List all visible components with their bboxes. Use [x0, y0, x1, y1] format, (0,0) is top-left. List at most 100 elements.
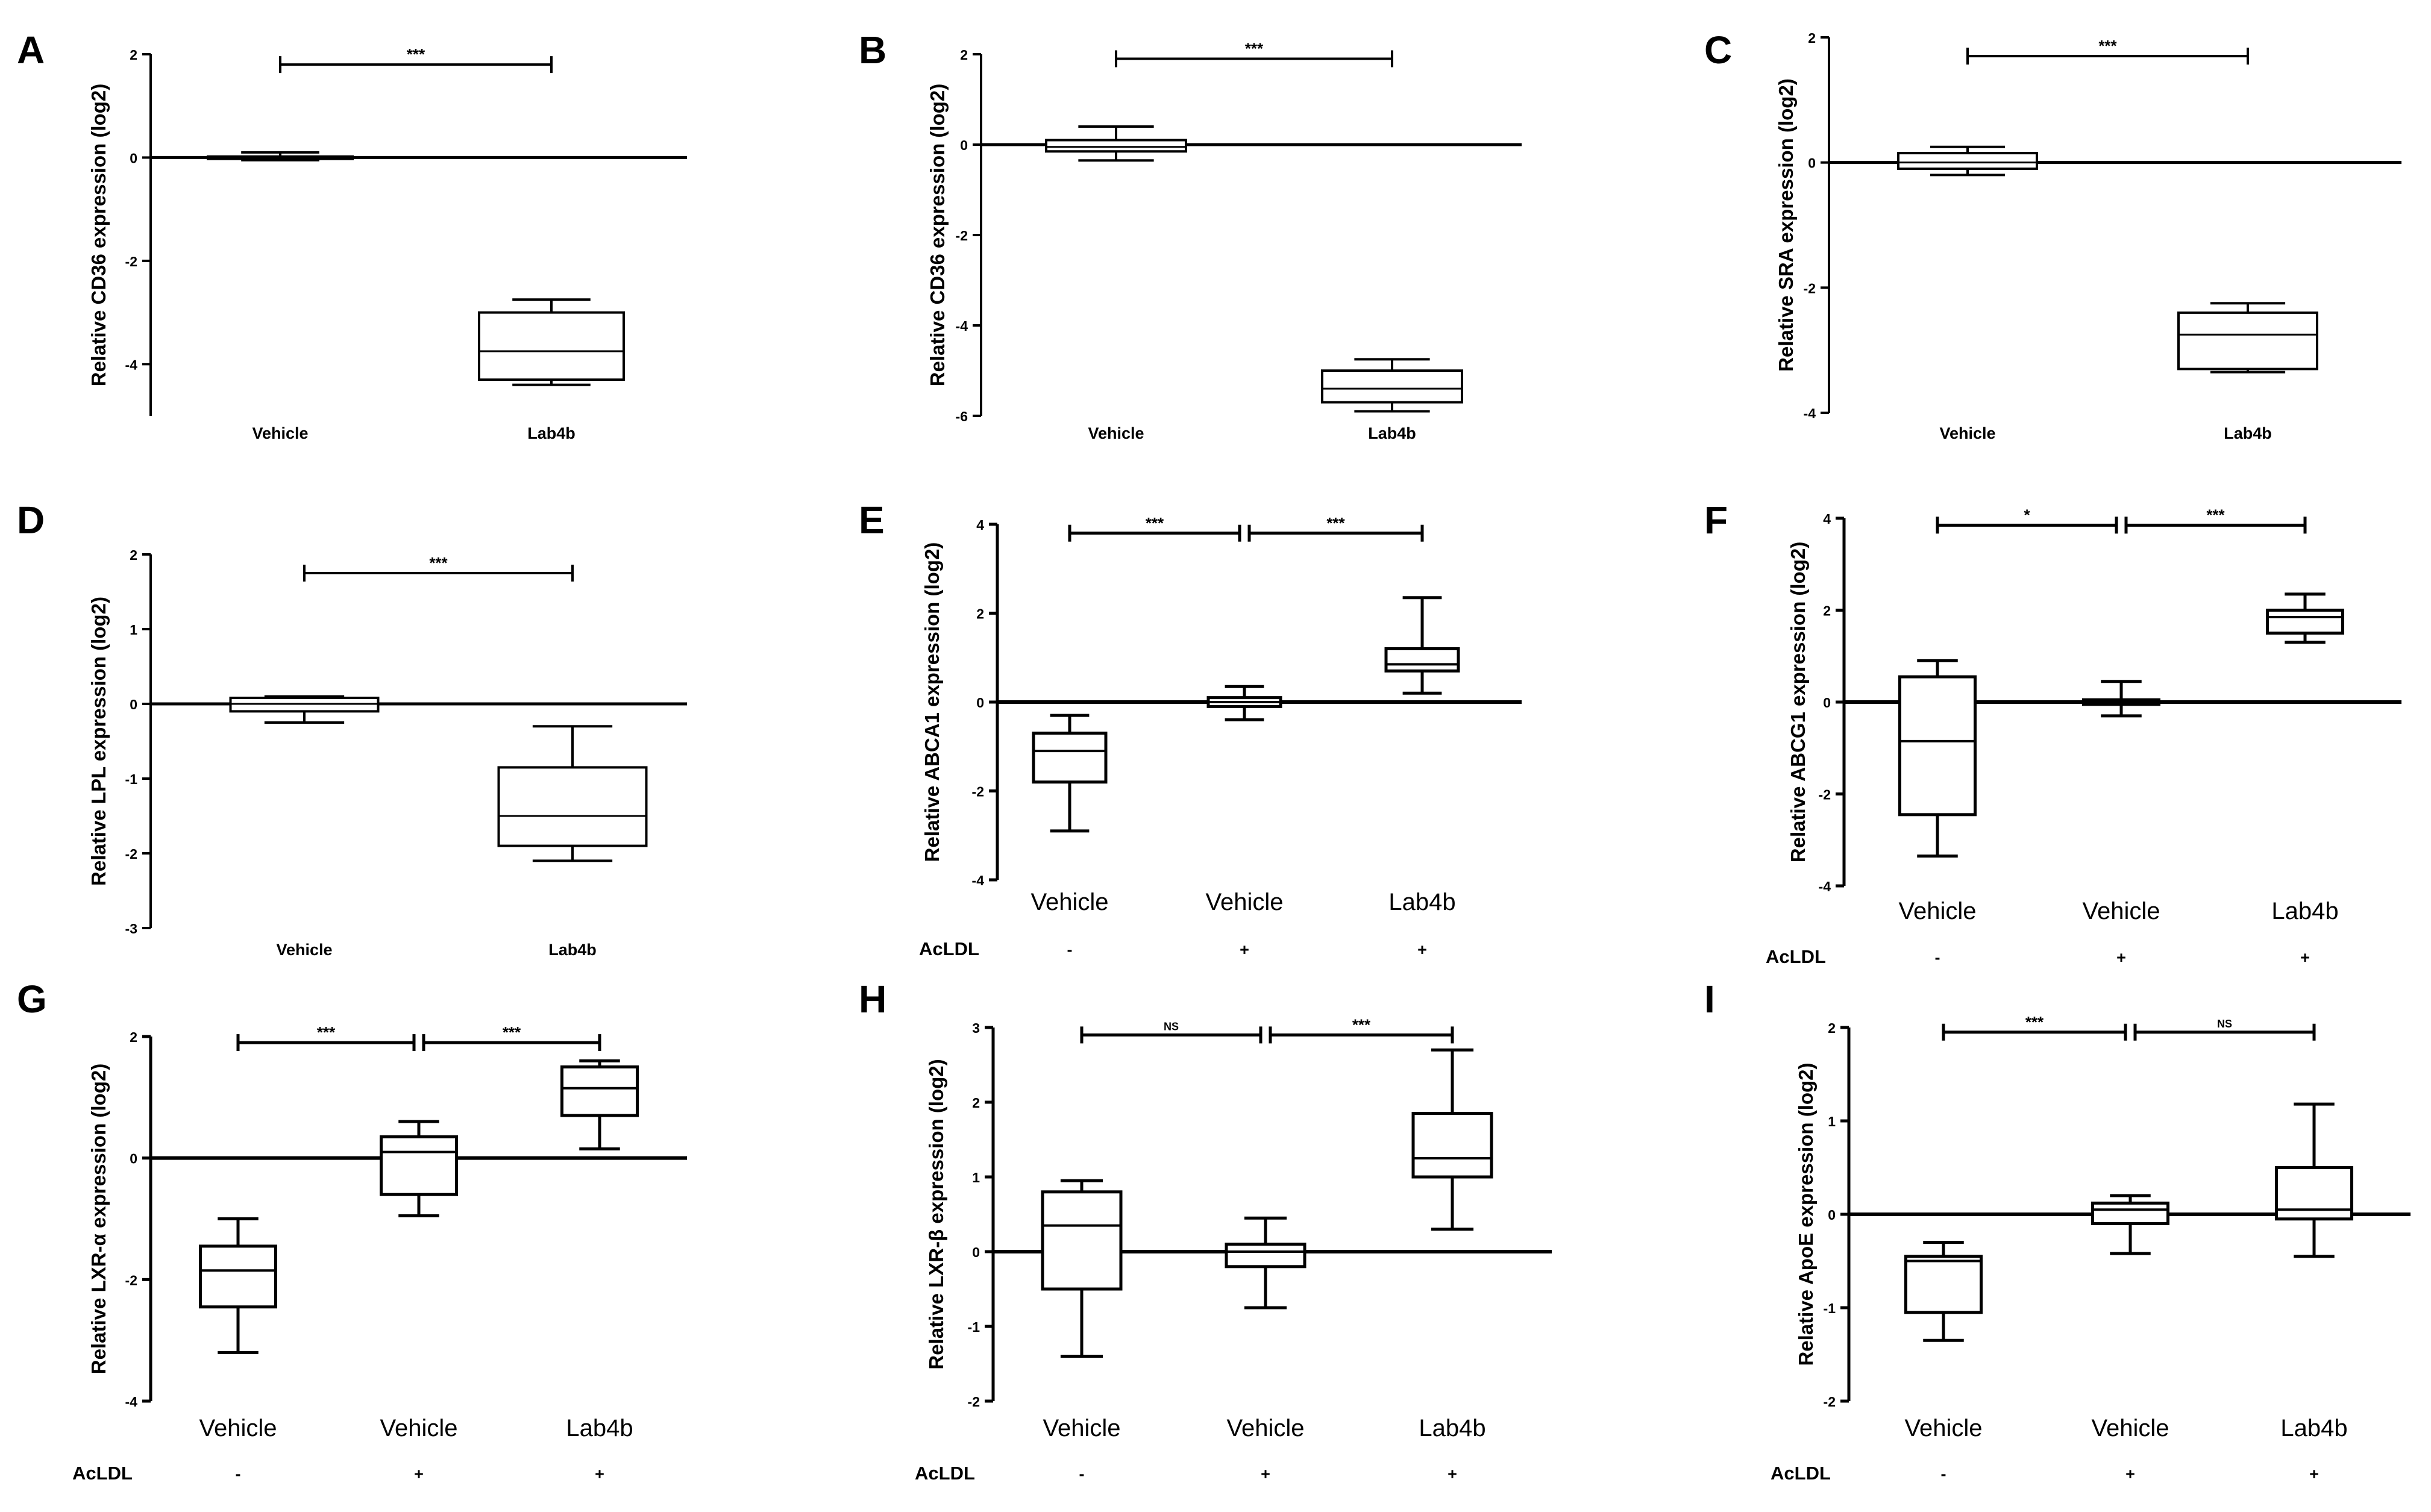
significance-bracket: ***: [1966, 37, 2249, 65]
panel-b: B Relative CD36 expression (log2) -6 -4 -2 0 2…: [859, 28, 1522, 442]
y-axis-title: Relative SRA expression (log2): [1775, 78, 1797, 372]
significance-label: ***: [1352, 1015, 1371, 1034]
panel-i: I Relative ApoE expression (log2) -2 -1 0 1 2 V…: [1704, 977, 2411, 1484]
y-tick-label: 2: [130, 547, 137, 563]
y-tick-label: -2: [125, 254, 137, 269]
y-tick-label: 0: [130, 150, 137, 166]
box-iqr: [1904, 1255, 1983, 1314]
box-iqr: [2091, 1201, 2169, 1226]
significance-bracket: ***: [303, 554, 574, 582]
panel-letter: F: [1704, 498, 1728, 542]
box-iqr: [1321, 369, 1463, 404]
significance-bracket: NS: [1080, 1020, 1263, 1044]
box-1: [1898, 659, 1977, 858]
box-1: [1904, 1241, 1983, 1342]
box-3: [2275, 1102, 2353, 1258]
significance-label: ***: [1326, 514, 1345, 532]
box-2: [2082, 680, 2160, 718]
y-tick-label: 0: [960, 137, 968, 153]
x-category-label: Vehicle: [1905, 1415, 1983, 1441]
y-tick-label: -2: [125, 846, 137, 862]
panel-letter: E: [859, 498, 885, 542]
y-tick-label: 1: [1828, 1114, 1836, 1129]
panel-letter: G: [17, 977, 47, 1021]
box-iqr: [497, 766, 648, 847]
significance-label: ***: [503, 1023, 521, 1041]
box-iqr: [380, 1135, 458, 1196]
y-tick-label: -1: [968, 1319, 980, 1335]
y-tick-label: 2: [1808, 30, 1816, 46]
treatment-value: +: [1448, 1465, 1457, 1483]
y-tick-label: 2: [972, 1095, 980, 1111]
x-category-label: Vehicle: [252, 424, 308, 442]
treatment-value: +: [1417, 941, 1427, 959]
y-tick-label: -2: [972, 784, 984, 800]
significance-bracket: ***: [1942, 1013, 2127, 1041]
panel-e: E Relative ABCA1 expression (log2) -4 -2 0 2 4…: [859, 498, 1522, 959]
box-iqr: [1897, 152, 2038, 171]
y-tick-label: -2: [1824, 1394, 1836, 1410]
box-iqr: [2177, 311, 2318, 371]
y-tick-label: -3: [125, 921, 137, 936]
box-iqr: [1225, 1243, 1306, 1269]
panel-letter: B: [859, 28, 886, 72]
box-2: [1225, 1216, 1306, 1310]
panel-letter: H: [859, 977, 886, 1021]
significance-label: ***: [317, 1023, 336, 1041]
x-category-label: Vehicle: [1939, 424, 1995, 442]
y-tick-label: -4: [1804, 406, 1816, 421]
y-tick-label: -2: [968, 1394, 980, 1410]
x-category-label: Lab4b: [1388, 889, 1455, 915]
y-tick-label: -2: [1819, 787, 1831, 803]
box-3: [2266, 592, 2344, 644]
x-category-label: Lab4b: [2280, 1415, 2347, 1441]
significance-label: *: [2024, 506, 2030, 524]
panel-a: A Relative CD36 expression (log2) -4 -2 0 2 Ve…: [17, 28, 687, 442]
x-category-label: Lab4b: [2271, 898, 2338, 924]
y-tick-label: 0: [130, 1151, 137, 1167]
y-tick-label: 2: [130, 1029, 137, 1045]
x-category-label: Lab4b: [527, 424, 576, 442]
treatment-value: +: [2125, 1465, 2135, 1483]
treatment-value: -: [1067, 941, 1073, 959]
treatment-value: -: [1079, 1465, 1085, 1483]
y-tick-label: -2: [125, 1272, 137, 1288]
y-tick-label: 4: [1823, 511, 1831, 527]
panel-letter: D: [17, 498, 45, 542]
y-axis-title: Relative LXR-α expression (log2): [87, 1064, 110, 1374]
y-tick-label: -4: [125, 1394, 138, 1410]
y-tick-label: -2: [956, 228, 968, 243]
y-tick-label: 3: [972, 1020, 980, 1036]
box-3: [560, 1059, 639, 1151]
y-axis-title: Relative CD36 expression (log2): [87, 84, 110, 387]
significance-label: NS: [1164, 1020, 1179, 1032]
x-category-label: Lab4b: [548, 941, 597, 959]
y-tick-label: 1: [130, 622, 137, 638]
box-1: [1045, 125, 1187, 162]
significance-label: ***: [2206, 506, 2225, 524]
significance-label: ***: [1146, 514, 1164, 532]
y-tick-label: 1: [972, 1170, 980, 1185]
significance-label: ***: [429, 554, 448, 572]
x-category-label: Vehicle: [276, 941, 332, 959]
x-category-label: Vehicle: [199, 1415, 277, 1441]
y-axis-title: Relative ApoE expression (log2): [1795, 1062, 1817, 1366]
y-tick-label: -4: [1819, 879, 1831, 894]
panel-letter: I: [1704, 977, 1715, 1021]
box-iqr: [1041, 1190, 1123, 1291]
y-tick-label: -6: [956, 409, 968, 424]
y-tick-label: 0: [972, 1244, 980, 1260]
x-category-label: Lab4b: [2224, 424, 2272, 442]
treatment-value: -: [1941, 1465, 1946, 1483]
y-tick-label: 0: [1828, 1207, 1836, 1223]
x-category-label: Vehicle: [1227, 1415, 1305, 1441]
box-iqr: [1384, 647, 1460, 673]
y-tick-label: 2: [960, 47, 968, 63]
x-category-label: Vehicle: [1088, 424, 1144, 442]
y-tick-label: -1: [125, 771, 138, 787]
box-1: [1032, 714, 1108, 833]
y-tick-label: -4: [972, 873, 985, 888]
x-category-label: Lab4b: [1419, 1415, 1485, 1441]
y-tick-label: 2: [1828, 1020, 1836, 1036]
